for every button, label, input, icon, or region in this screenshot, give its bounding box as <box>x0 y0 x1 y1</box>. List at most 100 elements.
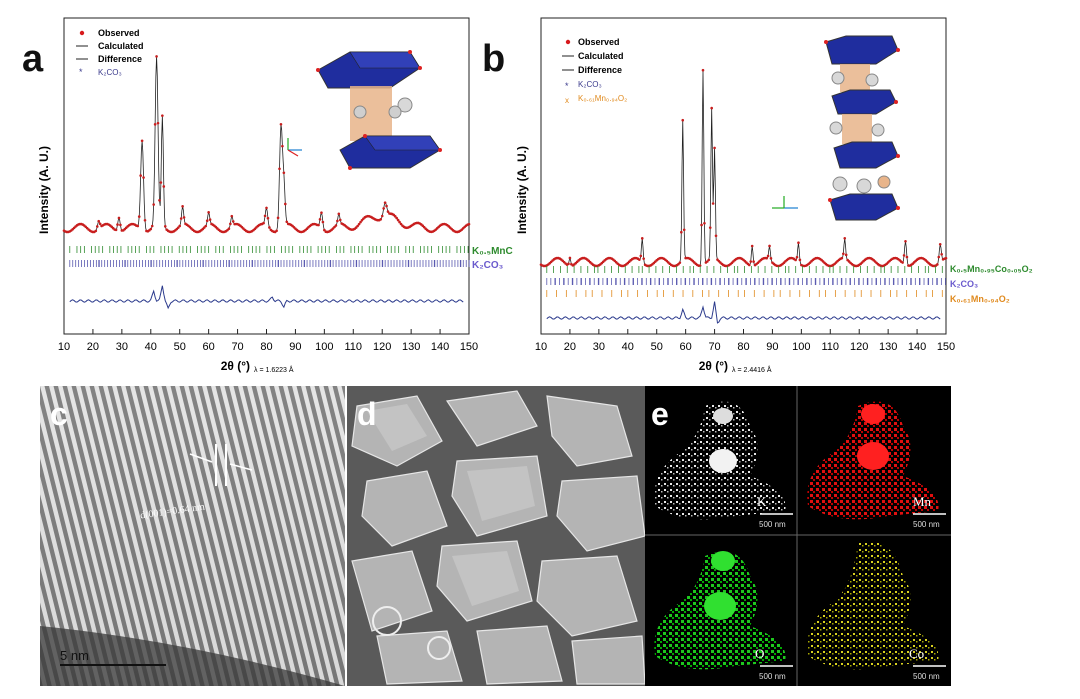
observed-point <box>752 260 755 263</box>
observed-point <box>140 139 144 143</box>
xtick-label: 100 <box>315 341 333 353</box>
series-a <box>62 55 471 310</box>
observed-point <box>359 220 362 224</box>
xlabel-sub-b: λ = 2.4416 Å <box>732 365 772 374</box>
eds-scalebar-co: 500 nm <box>913 672 940 681</box>
observed-point <box>901 261 904 264</box>
eds-map-mn <box>807 401 939 520</box>
observed-point <box>281 144 284 148</box>
observed-point <box>680 230 683 234</box>
legend-observed-marker-b <box>565 39 571 45</box>
eds-label-co: Co <box>909 646 925 661</box>
legend-k061-marker-b: x <box>565 96 569 105</box>
observed-point <box>181 205 184 208</box>
xlabel-sub-a: λ = 1.6223 Å <box>254 365 294 374</box>
legend-observed-marker-a <box>79 30 85 36</box>
observed-point <box>905 255 909 259</box>
eds-scalebar-o: 500 nm <box>759 672 786 681</box>
observed-point <box>152 203 155 206</box>
hrtem-image-c: c d(001)=0.64 nm 5 nm <box>40 386 345 686</box>
xlabel-b: 2θ (°) <box>699 359 728 373</box>
observed-point <box>386 210 390 213</box>
lattice-fringes <box>40 386 345 686</box>
observed-point <box>904 239 907 243</box>
observed-point <box>161 114 164 117</box>
observed-point <box>936 263 939 266</box>
observed-point <box>642 257 645 260</box>
legend-k2co3-marker-a: * <box>79 67 83 77</box>
observed-point <box>229 222 232 226</box>
observed-point <box>230 214 234 218</box>
phase-label-b-2: K₂CO₃ <box>950 279 978 289</box>
observed-point <box>155 55 158 58</box>
observed-point <box>143 218 147 222</box>
observed-point <box>159 181 163 184</box>
observed-point <box>795 255 799 259</box>
eds-maps-e: e <box>645 386 951 686</box>
observed-point <box>98 222 102 226</box>
observed-point <box>698 264 702 267</box>
legend-observed-b: Observed <box>578 37 620 47</box>
observed-point <box>682 228 686 232</box>
observed-point <box>794 258 797 262</box>
observed-point <box>150 224 154 228</box>
xlabel-a: 2θ (°) <box>221 359 250 373</box>
observed-point <box>379 218 383 221</box>
observed-point <box>262 221 265 225</box>
observed-point <box>116 223 119 226</box>
observed-point <box>393 215 397 218</box>
observed-point <box>382 207 385 210</box>
observed-point <box>266 216 270 220</box>
observed-point <box>798 258 802 262</box>
legend-calculated-a: Calculated <box>98 41 144 51</box>
observed-point <box>902 254 906 257</box>
xtick-label: 40 <box>145 341 157 353</box>
observed-point <box>701 68 705 72</box>
observed-point <box>178 224 182 228</box>
observed-point <box>158 198 161 202</box>
observed-point <box>320 211 323 215</box>
observed-point <box>467 222 471 226</box>
xtick-label: 130 <box>879 341 897 353</box>
phase-label-a-1: K₀.₅MnC <box>472 246 513 257</box>
eds-label-k: K <box>757 494 767 509</box>
xtick-label: 20 <box>564 341 576 353</box>
crystal-structure-inset-b <box>772 35 900 221</box>
observed-point <box>714 234 718 238</box>
xtick-label: 140 <box>431 341 449 353</box>
xtick-label: 120 <box>373 341 391 353</box>
xtick-label: 150 <box>937 341 955 353</box>
panel-b-letter: b <box>482 38 506 80</box>
observed-point <box>95 225 99 228</box>
series-b <box>539 68 948 324</box>
xtick-label: 110 <box>345 341 363 353</box>
observed-point <box>334 224 338 227</box>
observed-point <box>142 176 145 179</box>
observed-point <box>153 123 157 126</box>
legend-difference-a: Difference <box>98 54 142 64</box>
xtick-label: 50 <box>174 341 186 353</box>
panel-a-letter: a <box>22 38 44 80</box>
scalebar-label-c: 5 nm <box>60 648 89 663</box>
panel-d-letter: d <box>357 396 377 432</box>
observed-point <box>567 262 570 266</box>
observed-point <box>137 215 141 218</box>
legend-k2co3-marker-b: * <box>565 81 569 91</box>
phase-label-a-2: K₂CO₃ <box>472 260 504 271</box>
observed-point <box>179 217 183 220</box>
observed-point <box>182 216 186 219</box>
xtick-label: 40 <box>622 341 634 353</box>
observed-point <box>678 261 682 264</box>
observed-point <box>750 244 754 248</box>
observed-point <box>268 226 271 229</box>
observed-point <box>568 256 572 260</box>
observed-point <box>843 236 847 240</box>
observed-point <box>231 220 235 223</box>
eds-label-o: O <box>755 646 765 661</box>
observed-point <box>640 237 644 240</box>
observed-point <box>385 204 388 208</box>
eds-scalebar-mn: 500 nm <box>913 520 940 529</box>
observed-point <box>336 219 339 223</box>
observed-point <box>380 214 384 218</box>
observed-point <box>276 216 280 220</box>
